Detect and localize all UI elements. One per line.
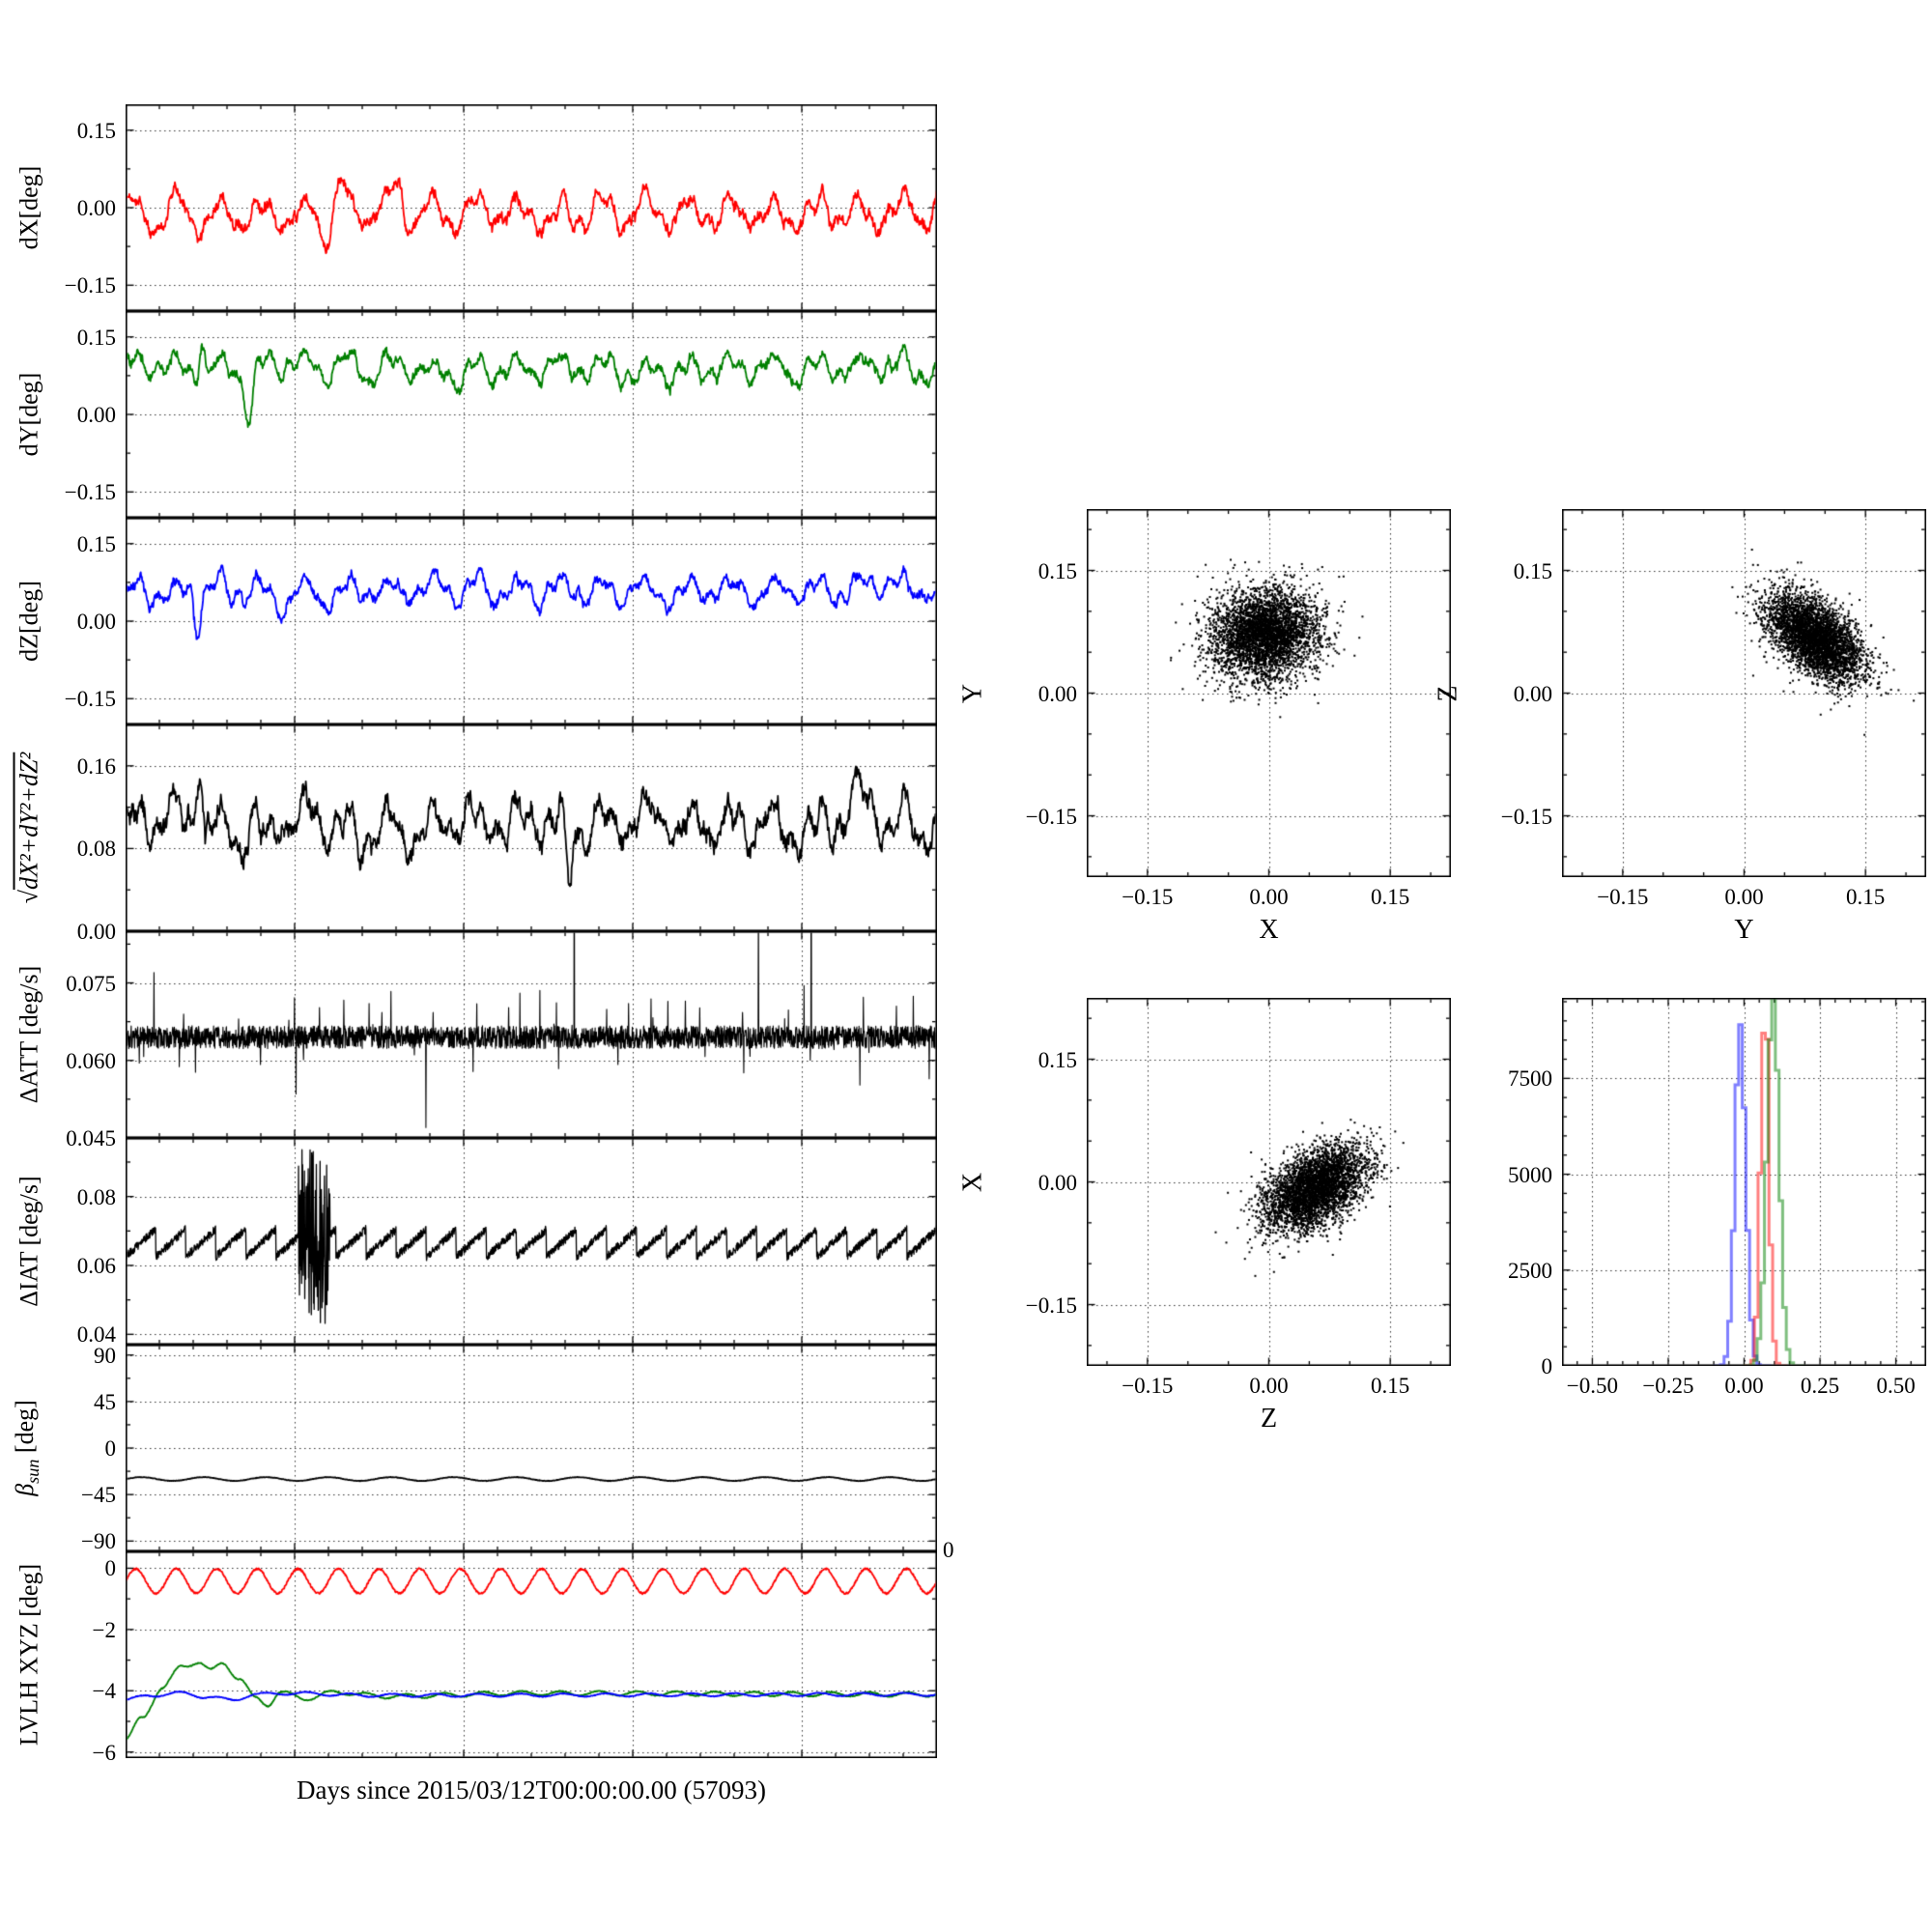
bsun-ytick-label: 0	[104, 1436, 117, 1461]
hist-ytick-label: 2500	[1508, 1258, 1552, 1283]
sc-yz-ytick-label: −0.15	[1500, 804, 1552, 829]
lvlh-axis-label: LVLH XYZ [deg]	[14, 1563, 43, 1747]
hist-canvas	[1562, 998, 1926, 1366]
sc-xy-y-axis-label: Y	[957, 683, 988, 703]
sc-zx-x-axis-label: Z	[1260, 1404, 1278, 1434]
bsun-axis-label: βsun [deg]	[10, 1400, 43, 1496]
rss-ytick-label: 0.08	[76, 837, 116, 862]
bsun-plot-canvas	[126, 1345, 937, 1551]
sc-yz-xtick-label: −0.15	[1597, 885, 1649, 909]
bsun-ytick-label: 90	[94, 1343, 116, 1368]
sc-xy-xtick-label: 0.15	[1371, 885, 1410, 909]
dz-ytick-label: 0.15	[76, 531, 116, 556]
sc-xy-ytick-label: −0.15	[1025, 804, 1077, 829]
dx-plot-canvas	[126, 104, 937, 311]
sc-xy-x-axis-label: X	[1259, 915, 1279, 945]
dy-ytick-label: −0.15	[64, 480, 116, 505]
sc-zx-canvas	[1087, 998, 1451, 1366]
dz-ytick-label: 0.00	[76, 610, 116, 634]
sc-yz-ytick-label: 0.15	[1513, 558, 1552, 583]
x-axis-zero-label: 0	[943, 1538, 954, 1562]
iat-axis-label: ΔIAT [deg/s]	[14, 1176, 43, 1307]
sc-xy-xtick-label: −0.15	[1122, 885, 1174, 909]
bsun-ytick-label: 45	[94, 1389, 116, 1414]
lvlh-ytick-label: −4	[92, 1679, 116, 1704]
dz-axis-label: dZ[deg]	[14, 581, 43, 662]
att-ytick-label: 0.045	[66, 1126, 116, 1151]
dx-axis-label: dX[deg]	[14, 165, 43, 250]
sc-zx-y-axis-label: X	[957, 1172, 988, 1192]
lvlh-ytick-label: −6	[92, 1740, 116, 1765]
sc-zx-ytick-label: 0.00	[1037, 1170, 1077, 1195]
hist-ytick-label: 7500	[1508, 1066, 1552, 1092]
sc-yz-xtick-label: 0.15	[1846, 885, 1886, 909]
sc-yz-x-axis-label: Y	[1734, 915, 1754, 945]
rss-axis-label: √dX²+dY²+dZ²	[14, 752, 43, 904]
iat-ytick-label: 0.08	[76, 1184, 116, 1209]
sc-xy-ytick-label: 0.15	[1037, 558, 1077, 583]
dx-ytick-label: 0.00	[76, 196, 116, 220]
sc-xy-canvas	[1087, 509, 1451, 877]
hist-ytick-label: 0	[1541, 1354, 1553, 1378]
lvlh-plot-canvas	[126, 1551, 937, 1758]
att-ytick-label: 0.060	[66, 1048, 116, 1073]
bsun-ytick-label: −45	[81, 1483, 116, 1508]
hist-ytick-label: 5000	[1508, 1162, 1552, 1187]
hist-xtick-label: −0.50	[1566, 1374, 1619, 1398]
iat-ytick-label: 0.06	[76, 1253, 116, 1278]
dy-ytick-label: 0.00	[76, 403, 116, 427]
hist-xtick-label: −0.25	[1642, 1374, 1694, 1398]
sc-zx-ytick-label: 0.15	[1037, 1047, 1077, 1072]
hist-xtick-label: 0.00	[1724, 1374, 1764, 1398]
sc-yz-canvas	[1562, 509, 1926, 877]
dy-plot-canvas	[126, 311, 937, 518]
dz-plot-canvas	[126, 518, 937, 724]
lvlh-ytick-label: 0	[104, 1556, 117, 1581]
att-ytick-label: 0.075	[66, 971, 116, 996]
bsun-ytick-label: −90	[81, 1529, 116, 1554]
att-plot-canvas	[126, 931, 937, 1138]
sc-zx-xtick-label: −0.15	[1122, 1374, 1174, 1398]
hist-xtick-label: 0.25	[1800, 1374, 1840, 1398]
iat-plot-canvas	[126, 1138, 937, 1345]
sc-yz-ytick-label: 0.00	[1513, 681, 1552, 706]
rss-ytick-label: 0.16	[76, 753, 116, 779]
sc-xy-xtick-label: 0.00	[1249, 885, 1289, 909]
rss-ytick-label: 0.00	[76, 920, 116, 944]
time-axis-label: Days since 2015/03/12T00:00:00.00 (57093…	[297, 1776, 766, 1804]
sc-zx-xtick-label: 0.15	[1371, 1374, 1410, 1398]
timeseries-stack: 0.15 0.00 −0.15 dX[deg] 0.15 0.00 −0.15 dY[deg]…	[11, 104, 937, 1765]
dy-axis-label: dY[deg]	[14, 372, 43, 457]
sc-zx-ytick-label: −0.15	[1025, 1293, 1077, 1318]
hist-xtick-label: 0.50	[1876, 1374, 1916, 1398]
iat-ytick-label: 0.04	[76, 1322, 116, 1348]
sc-xy-ytick-label: 0.00	[1037, 681, 1077, 706]
dx-ytick-label: −0.15	[64, 273, 116, 298]
lvlh-ytick-label: −2	[92, 1617, 116, 1642]
sc-yz-xtick-label: 0.00	[1724, 885, 1764, 909]
att-axis-label: ΔATT [deg/s]	[14, 965, 43, 1104]
rss-plot-canvas	[126, 724, 937, 931]
dz-ytick-label: −0.15	[64, 687, 116, 712]
dy-ytick-label: 0.15	[76, 325, 116, 350]
sc-yz-y-axis-label: Z	[1433, 684, 1463, 702]
sc-zx-xtick-label: 0.00	[1249, 1374, 1289, 1398]
dx-ytick-label: 0.15	[76, 118, 116, 143]
